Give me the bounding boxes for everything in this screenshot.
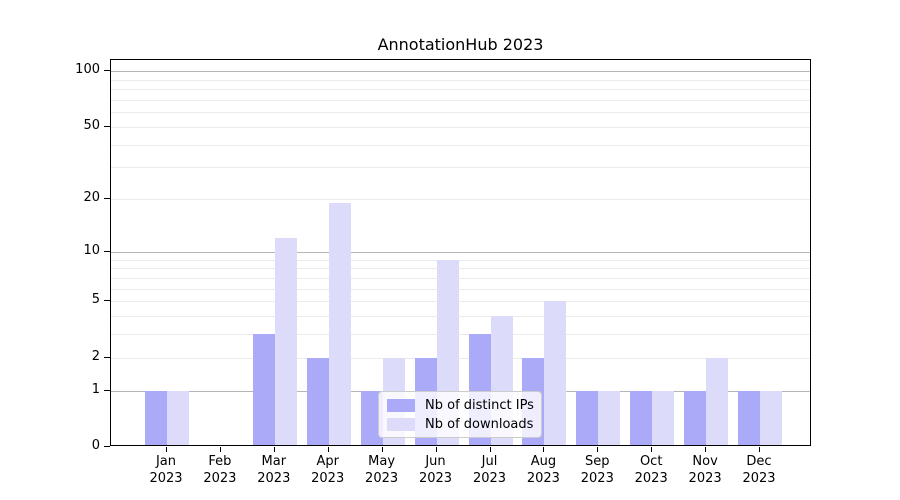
legend-swatch-downloads — [387, 417, 415, 431]
bar-distinct-ips-oct — [630, 390, 653, 445]
x-tick-label-feb: Feb 2023 — [203, 454, 237, 486]
x-tick-mark-sep — [597, 447, 599, 452]
bar-distinct-ips-may — [360, 390, 383, 445]
legend-label-downloads: Nb of downloads — [425, 416, 534, 432]
gridline-minor-60 — [111, 112, 810, 114]
gridline-minor-50 — [111, 126, 810, 128]
bar-distinct-ips-sep — [576, 390, 599, 445]
y-tick-mark-10 — [104, 250, 110, 252]
x-tick-label-jun: Jun 2023 — [418, 454, 453, 486]
x-tick-label-jul: Jul 2023 — [472, 454, 507, 486]
gridline-major-100 — [111, 71, 810, 73]
gridline-minor-4 — [111, 316, 810, 317]
bar-downloads-dec — [760, 390, 782, 445]
x-tick-label-apr: Apr 2023 — [311, 454, 345, 486]
y-tick-mark-50 — [104, 125, 110, 127]
gridline-major-10 — [111, 251, 810, 253]
y-tick-mark-5 — [104, 300, 110, 302]
y-tick-mark-1 — [104, 389, 110, 391]
x-tick-mark-mar — [273, 447, 275, 452]
x-tick-label-mar: Mar 2023 — [257, 454, 291, 486]
gridline-minor-30 — [111, 167, 810, 169]
x-tick-label-dec: Dec 2023 — [742, 454, 776, 486]
x-tick-mark-jan — [166, 447, 167, 452]
x-tick-label-may: May 2023 — [365, 454, 399, 486]
gridline-minor-9 — [111, 259, 810, 261]
y-tick-mark-20 — [104, 198, 110, 200]
gridline-minor-6 — [111, 288, 810, 290]
bar-distinct-ips-mar — [252, 334, 275, 445]
x-tick-label-oct: Oct 2023 — [634, 454, 668, 486]
legend: Nb of distinct IPs Nb of downloads — [378, 391, 542, 438]
gridline-minor-5 — [111, 301, 810, 303]
x-tick-mark-jun — [435, 447, 437, 452]
bar-downloads-oct — [652, 390, 675, 445]
bar-downloads-mar — [274, 238, 297, 445]
gridline-minor-8 — [111, 268, 810, 270]
y-tick-label-20: 20 — [83, 190, 100, 206]
y-tick-label-10: 10 — [83, 242, 100, 258]
x-tick-label-jan: Jan 2023 — [149, 454, 183, 486]
bar-downloads-apr — [328, 203, 351, 445]
x-tick-mark-apr — [327, 447, 329, 452]
x-tick-label-nov: Nov 2023 — [688, 454, 722, 486]
y-tick-label-5: 5 — [91, 292, 100, 308]
bar-downloads-nov — [706, 357, 729, 445]
x-tick-mark-feb — [219, 447, 221, 452]
gridline-minor-90 — [111, 79, 810, 81]
gridline-minor-20 — [111, 199, 810, 201]
x-tick-mark-jul — [489, 447, 491, 452]
y-tick-label-100: 100 — [75, 62, 100, 78]
bar-distinct-ips-jan — [145, 390, 167, 445]
chart-title: AnnotationHub 2023 — [377, 35, 544, 54]
bar-downloads-jan — [167, 390, 189, 445]
x-tick-mark-aug — [543, 447, 545, 452]
legend-label-distinct-ips: Nb of distinct IPs — [425, 397, 534, 413]
gridline-minor-3 — [111, 334, 810, 336]
gridline-minor-40 — [111, 144, 810, 146]
gridline-minor-70 — [111, 100, 810, 101]
gridline-minor-7 — [111, 277, 810, 279]
bar-downloads-sep — [598, 390, 621, 445]
y-tick-mark-2 — [104, 356, 110, 358]
y-tick-label-1: 1 — [91, 381, 100, 397]
y-tick-mark-0 — [104, 446, 110, 447]
plot-area — [110, 59, 811, 446]
bar-downloads-aug — [544, 301, 567, 445]
x-tick-mark-oct — [651, 447, 653, 452]
x-tick-mark-nov — [705, 447, 707, 452]
bar-distinct-ips-dec — [738, 390, 760, 445]
bar-distinct-ips-nov — [684, 390, 707, 445]
legend-item-downloads: Nb of downloads — [387, 417, 541, 432]
y-tick-mark-100 — [104, 70, 110, 72]
gridline-minor-2 — [111, 357, 810, 359]
bar-distinct-ips-apr — [306, 357, 329, 445]
x-tick-label-sep: Sep 2023 — [580, 454, 614, 486]
y-tick-label-50: 50 — [83, 117, 100, 133]
legend-swatch-distinct-ips — [387, 398, 415, 412]
y-tick-label-2: 2 — [91, 348, 100, 364]
gridline-minor-80 — [111, 89, 810, 91]
y-tick-label-0: 0 — [91, 438, 100, 453]
x-tick-label-aug: Aug 2023 — [526, 454, 560, 486]
legend-item-distinct-ips: Nb of distinct IPs — [387, 398, 541, 413]
x-tick-mark-may — [381, 447, 383, 452]
x-tick-mark-dec — [759, 447, 760, 452]
